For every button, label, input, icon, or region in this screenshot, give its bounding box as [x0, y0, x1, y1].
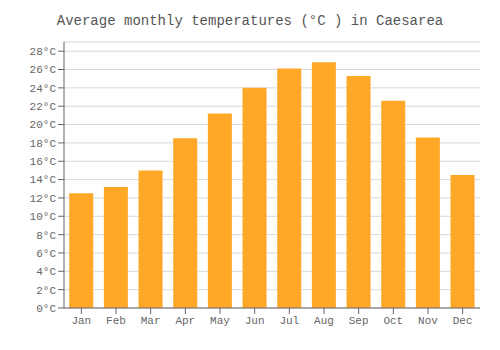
svg-text:Nov: Nov — [418, 315, 438, 327]
svg-text:Sep: Sep — [349, 315, 369, 327]
svg-text:6°C: 6°C — [36, 248, 56, 260]
svg-text:18°C: 18°C — [30, 138, 57, 150]
svg-text:0°C: 0°C — [36, 303, 56, 315]
svg-text:10°C: 10°C — [30, 211, 57, 223]
svg-text:May: May — [210, 315, 230, 327]
svg-text:Aug: Aug — [314, 315, 334, 327]
svg-text:24°C: 24°C — [30, 83, 57, 95]
svg-text:Mar: Mar — [141, 315, 161, 327]
svg-text:28°C: 28°C — [30, 46, 57, 58]
svg-text:4°C: 4°C — [36, 266, 56, 278]
svg-text:12°C: 12°C — [30, 193, 57, 205]
html-text:Average monthly temperatures (: Average monthly temperatures (°C ) in Ca… — [56, 13, 444, 29]
svg-text:16°C: 16°C — [30, 156, 57, 168]
svg-text:26°C: 26°C — [30, 64, 57, 76]
svg-text:Jan: Jan — [71, 315, 91, 327]
svg-text:Feb: Feb — [106, 315, 126, 327]
svg-text:14°C: 14°C — [30, 174, 57, 186]
svg-text:Apr: Apr — [175, 315, 195, 327]
svg-text:2°C: 2°C — [36, 285, 56, 297]
svg-text:Jul: Jul — [279, 315, 299, 327]
svg-text:Dec: Dec — [453, 315, 473, 327]
svg-text:20°C: 20°C — [30, 119, 57, 131]
svg-text:22°C: 22°C — [30, 101, 57, 113]
svg-text:Oct: Oct — [383, 315, 403, 327]
svg-text:Jun: Jun — [245, 315, 265, 327]
svg-text:8°C: 8°C — [36, 230, 56, 242]
